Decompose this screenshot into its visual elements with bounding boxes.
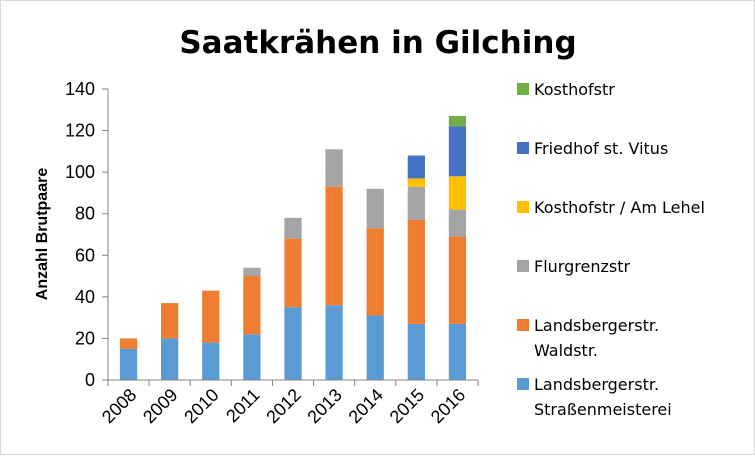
x-tick-label: 2013 — [303, 385, 345, 427]
y-tick-label: 20 — [75, 328, 95, 348]
bar-segment-2016-s0 — [448, 323, 467, 380]
bar-segment-2012-s1 — [284, 238, 302, 308]
bars-group — [119, 116, 467, 380]
y-tick-label: 100 — [65, 162, 95, 182]
y-tick-label: 0 — [85, 370, 95, 390]
bar-segment-2015-s2 — [407, 186, 425, 220]
bar-segment-2016-s3 — [448, 176, 467, 210]
x-tick-label: 2015 — [386, 385, 428, 427]
legend-label: Landsbergerstr. Straßenmeisterei — [534, 375, 672, 419]
bar-segment-2013-s0 — [325, 305, 343, 380]
bar-segment-2008-s0 — [119, 348, 138, 380]
x-tick-label: 2010 — [180, 385, 222, 427]
x-tick-label: 2011 — [222, 385, 264, 427]
bar-segment-2016-s1 — [448, 236, 467, 324]
bar-segment-2015-s3 — [407, 178, 425, 187]
bar-segment-2013-s2 — [325, 149, 343, 187]
chart-title: Saatkrähen in Gilching — [179, 25, 576, 61]
legend-swatch — [517, 201, 529, 213]
legend-swatch — [517, 378, 529, 390]
legend: Kosthofstr Friedhof st. Vitus Kosthofstr /… — [517, 80, 705, 419]
y-tick-label: 40 — [75, 287, 95, 307]
y-tick-label: 60 — [75, 245, 95, 265]
bar-segment-2015-s0 — [407, 323, 425, 380]
legend-label: Flurgrenzstr — [534, 257, 630, 276]
bar-segment-2014-s2 — [366, 188, 384, 229]
bar-segment-2012-s2 — [284, 217, 302, 239]
bar-segment-2016-s4 — [448, 126, 467, 177]
x-tick-label: 2008 — [98, 385, 140, 427]
x-tick-label: 2012 — [262, 385, 304, 427]
bar-segment-2010-s0 — [202, 342, 220, 380]
bar-segment-2014-s0 — [366, 315, 384, 380]
x-tick-label: 2016 — [427, 385, 469, 427]
legend-label: Kosthofstr / Am Lehel — [534, 198, 705, 217]
bar-segment-2014-s1 — [366, 228, 384, 316]
bar-segment-2010-s1 — [202, 290, 220, 343]
bar-segment-2016-s2 — [448, 209, 467, 237]
y-tick-label: 80 — [75, 204, 95, 224]
y-tick-label: 140 — [65, 79, 95, 99]
bar-segment-2015-s4 — [407, 155, 425, 179]
x-tick-label: 2009 — [139, 385, 181, 427]
bar-segment-2009-s1 — [161, 303, 179, 339]
legend-swatch — [517, 83, 529, 95]
bar-segment-2012-s0 — [284, 307, 302, 380]
bar-segment-2013-s1 — [325, 186, 343, 306]
legend-label: Friedhof st. Vitus — [534, 139, 668, 158]
bar-segment-2011-s2 — [243, 267, 261, 277]
legend-swatch — [517, 142, 529, 154]
legend-label: Kosthofstr — [534, 80, 615, 99]
bar-segment-2015-s1 — [407, 219, 425, 324]
bar-segment-2008-s1 — [119, 338, 138, 349]
legend-swatch — [517, 319, 529, 331]
y-tick-label: 120 — [65, 121, 95, 141]
bar-segment-2016-s5 — [448, 116, 467, 127]
x-tick-label: 2014 — [345, 385, 387, 427]
bar-segment-2011-s0 — [243, 334, 261, 380]
y-axis-label: Anzahl Brutpaare — [34, 168, 51, 301]
legend-swatch — [517, 260, 529, 272]
legend-label: Landsbergerstr. Waldstr. — [534, 316, 659, 360]
bar-segment-2011-s1 — [243, 276, 261, 335]
bar-segment-2009-s0 — [161, 338, 179, 380]
